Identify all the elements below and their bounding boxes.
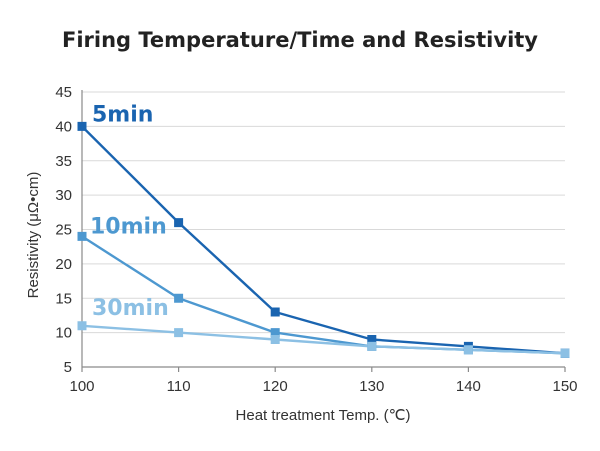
series-group: 5min 10min 30min [77, 102, 570, 358]
y-tick-label: 5 [64, 359, 72, 376]
data-point-5min [270, 307, 280, 317]
y-tick-label: 20 [55, 256, 72, 273]
x-tick-label: 100 [69, 378, 94, 395]
chart-title: Firing Temperature/Time and Resistivity [62, 28, 538, 52]
data-point-5min [174, 218, 184, 228]
x-tick-label: 140 [456, 378, 481, 395]
data-point-10min [174, 293, 184, 303]
series-line-5min [81, 125, 566, 355]
x-tick-label: 130 [359, 378, 384, 395]
x-tick-label: 150 [552, 378, 577, 395]
data-point-5min [367, 335, 377, 344]
data-point-30min [463, 345, 473, 355]
y-tick-label: 15 [55, 290, 72, 307]
series-label-10min: 10min [90, 214, 167, 239]
y-tick-label: 25 [55, 222, 72, 239]
data-point-10min [77, 231, 87, 241]
data-point-10min [270, 328, 280, 338]
data-point-30min [270, 335, 280, 344]
y-axis-label: Resistivity (μΩ•cm) [25, 172, 42, 299]
y-tick-labels: 5 10 15 20 25 30 35 40 45 [55, 84, 72, 376]
y-tick-label: 35 [55, 153, 72, 170]
data-point-30min [560, 348, 570, 358]
data-point-5min [77, 121, 87, 131]
y-tick-label: 40 [55, 118, 72, 135]
x-axis-label: Heat treatment Temp. (℃) [236, 407, 411, 424]
data-point-30min [77, 321, 87, 331]
data-point-30min [174, 328, 184, 338]
x-tick-labels: 100 110 120 130 140 150 [69, 378, 577, 395]
x-tick-label: 110 [167, 378, 191, 395]
data-point-30min [367, 341, 377, 351]
axes [81, 90, 566, 372]
series-line-30min [81, 324, 566, 355]
series-label-5min: 5min [92, 102, 153, 127]
series-label-30min: 30min [92, 296, 169, 321]
y-tick-label: 45 [55, 84, 72, 101]
y-tick-label: 10 [55, 325, 72, 342]
x-tick-label: 120 [263, 378, 288, 395]
y-tick-label: 30 [55, 187, 72, 204]
